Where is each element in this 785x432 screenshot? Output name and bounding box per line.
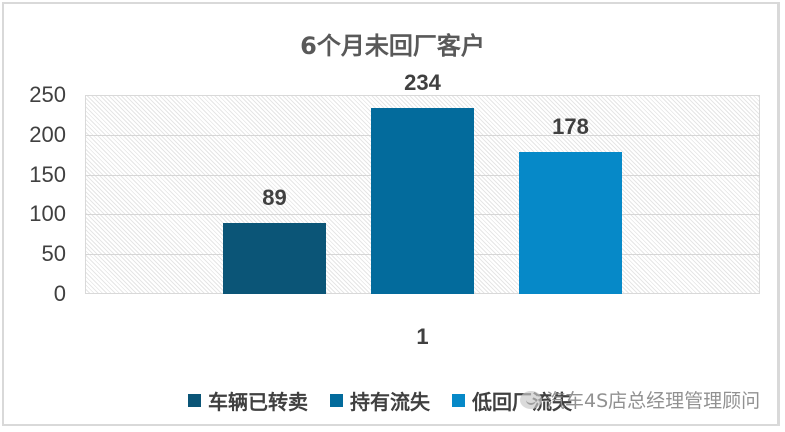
bar-low-return-lost — [519, 152, 622, 294]
wechat-icon — [520, 390, 542, 409]
data-label-vehicle-resold: 89 — [262, 185, 287, 210]
legend-label: 持有流失 — [350, 390, 430, 414]
watermark: 汽车4S店总经理管理顾问 — [520, 386, 760, 413]
legend: 车辆已转卖 持有流失 低回厂流失 — [188, 386, 594, 415]
legend-item-retained-lost: 持有流失 — [330, 386, 430, 415]
y-tick-150: 150 — [29, 162, 66, 187]
bar-retained-lost — [371, 108, 474, 294]
legend-swatch-icon — [188, 394, 201, 407]
y-tick-200: 200 — [29, 122, 66, 147]
y-tick-50: 50 — [41, 241, 66, 266]
data-label-low-return-lost: 178 — [552, 114, 589, 139]
bar-vehicle-resold — [223, 223, 326, 294]
legend-swatch-icon — [452, 394, 465, 407]
legend-label: 车辆已转卖 — [208, 390, 308, 414]
watermark-text: 汽车4S店总经理管理顾问 — [546, 390, 761, 412]
y-tick-100: 100 — [29, 201, 66, 226]
legend-swatch-icon — [330, 394, 343, 407]
data-label-retained-lost: 234 — [404, 70, 441, 95]
y-tick-0: 0 — [53, 281, 66, 306]
chart-title: 6个月未回厂客户 — [300, 32, 485, 60]
y-tick-250: 250 — [29, 82, 66, 107]
legend-item-vehicle-resold: 车辆已转卖 — [188, 386, 308, 415]
x-category-label: 1 — [416, 324, 429, 349]
